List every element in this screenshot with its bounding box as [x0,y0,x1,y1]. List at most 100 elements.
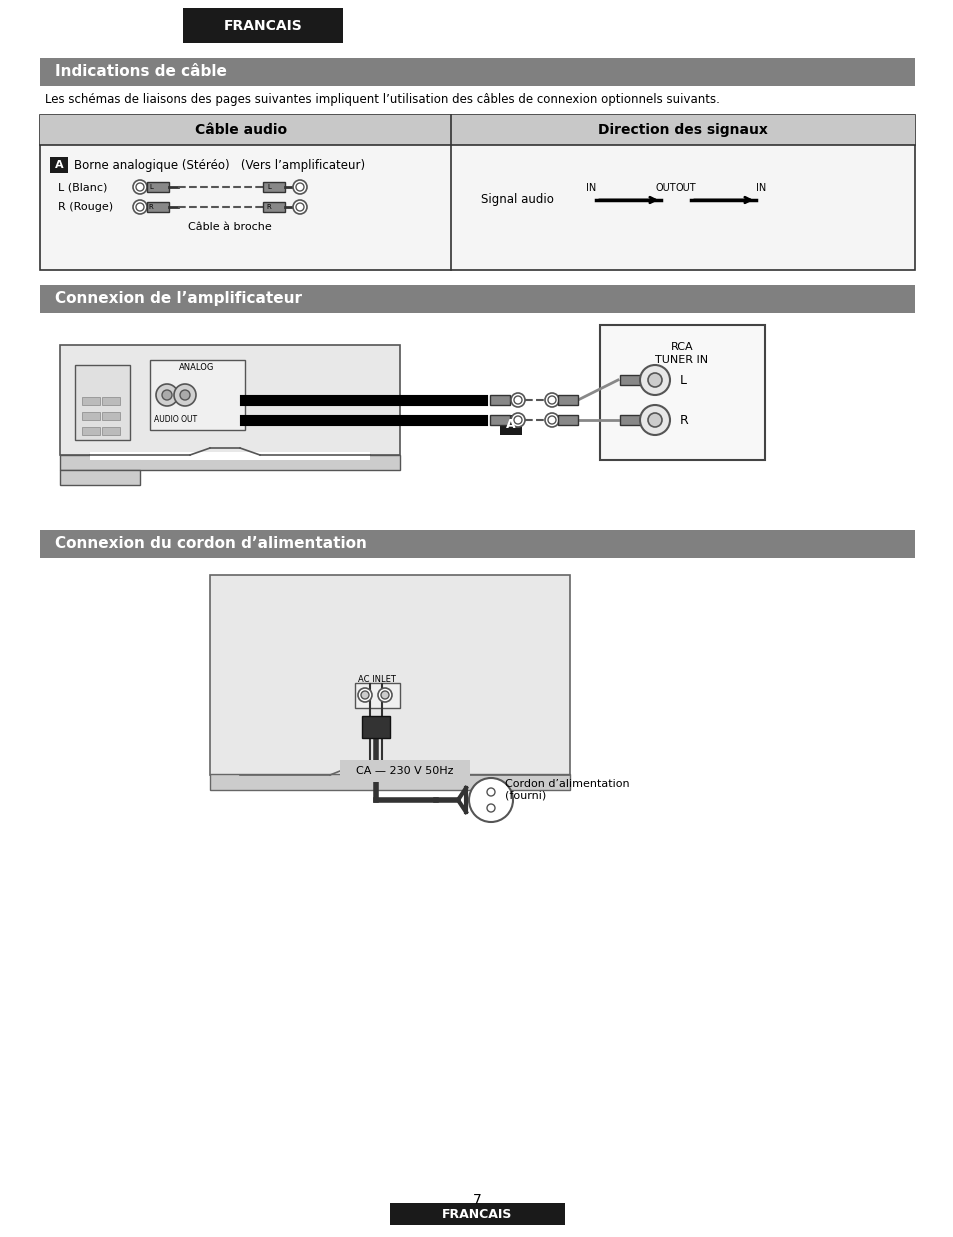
Circle shape [156,383,178,406]
Circle shape [357,688,372,703]
Circle shape [639,365,669,395]
Bar [40,58,914,87]
Circle shape [514,416,521,424]
Circle shape [647,374,661,387]
Text: A: A [506,418,516,432]
Bar [147,202,169,212]
Bar [361,716,390,738]
Bar [619,375,641,385]
Bar [210,575,569,776]
Bar [355,683,399,708]
Text: TUNER IN: TUNER IN [655,355,708,365]
Text: L (Blanc): L (Blanc) [58,182,108,192]
Text: R: R [266,204,271,210]
Bar [210,774,569,790]
Bar [558,395,578,404]
Bar [82,412,100,421]
Bar [40,529,914,558]
Circle shape [547,396,556,404]
Bar [150,360,245,430]
Bar [558,414,578,426]
Bar [102,427,120,435]
Text: Les schémas de liaisons des pages suivantes impliquent l’utilisation des câbles : Les schémas de liaisons des pages suivan… [45,94,720,106]
Text: OUT: OUT [656,183,676,193]
Circle shape [380,691,389,699]
Bar [499,414,521,435]
Text: IN: IN [585,183,596,193]
Text: Borne analogique (Stéréo)   (Vers l’amplificateur): Borne analogique (Stéréo) (Vers l’amplif… [74,158,365,172]
Text: R (Rouge): R (Rouge) [58,202,113,212]
Text: L: L [267,184,271,190]
Text: OUT: OUT [676,183,696,193]
Circle shape [132,181,147,194]
Circle shape [162,390,172,400]
Circle shape [136,203,144,212]
Bar [40,115,451,145]
Text: IN: IN [756,183,765,193]
Circle shape [295,183,304,190]
Text: AUDIO OUT: AUDIO OUT [154,416,197,424]
Text: Câble audio: Câble audio [195,122,287,137]
Circle shape [544,393,558,407]
Circle shape [293,181,307,194]
Circle shape [132,200,147,214]
Circle shape [547,416,556,424]
Text: 7: 7 [472,1192,481,1207]
Bar [60,470,140,485]
Text: R: R [149,204,153,210]
Circle shape [486,788,495,795]
Circle shape [511,393,524,407]
Circle shape [469,778,513,823]
Text: R: R [679,413,688,427]
Text: A: A [54,160,63,169]
Bar [82,397,100,404]
Bar [40,115,914,270]
Bar [147,182,169,192]
Text: L: L [679,374,686,386]
Text: FRANCAIS: FRANCAIS [441,1207,512,1221]
Circle shape [639,404,669,435]
Bar [490,395,510,404]
Text: Connexion de l’amplificateur: Connexion de l’amplificateur [55,292,302,307]
Text: Cordon d’alimentation
(fourni): Cordon d’alimentation (fourni) [504,779,629,800]
Text: L: L [149,184,152,190]
Bar [183,7,343,43]
Circle shape [377,688,392,703]
Text: Câble à broche: Câble à broche [188,221,272,233]
Text: Signal audio: Signal audio [480,193,554,207]
Circle shape [180,390,190,400]
Bar [390,1204,564,1225]
Bar [60,455,399,470]
Bar [102,397,120,404]
Text: FRANCAIS: FRANCAIS [223,19,302,32]
Circle shape [293,200,307,214]
Bar [82,427,100,435]
Bar [263,182,285,192]
Circle shape [514,396,521,404]
Text: Connexion du cordon d’alimentation: Connexion du cordon d’alimentation [55,537,367,552]
Bar [50,157,68,173]
Bar [339,760,470,782]
Text: Indications de câble: Indications de câble [55,64,227,79]
Circle shape [647,413,661,427]
Bar [490,414,510,426]
Bar [102,412,120,421]
Circle shape [511,413,524,427]
Text: Direction des signaux: Direction des signaux [598,122,767,137]
Circle shape [360,691,369,699]
Circle shape [136,183,144,190]
Text: AC INLET: AC INLET [357,675,395,684]
Bar [619,414,641,426]
Bar [599,325,764,460]
Circle shape [486,804,495,811]
Bar [60,345,399,455]
Circle shape [544,413,558,427]
Bar [451,115,914,145]
Bar [40,285,914,313]
Bar [75,365,130,440]
Text: CA — 230 V 50Hz: CA — 230 V 50Hz [355,766,454,776]
Circle shape [173,383,195,406]
Circle shape [295,203,304,212]
Text: ANALOG: ANALOG [179,362,214,371]
Text: RCA: RCA [670,341,693,353]
